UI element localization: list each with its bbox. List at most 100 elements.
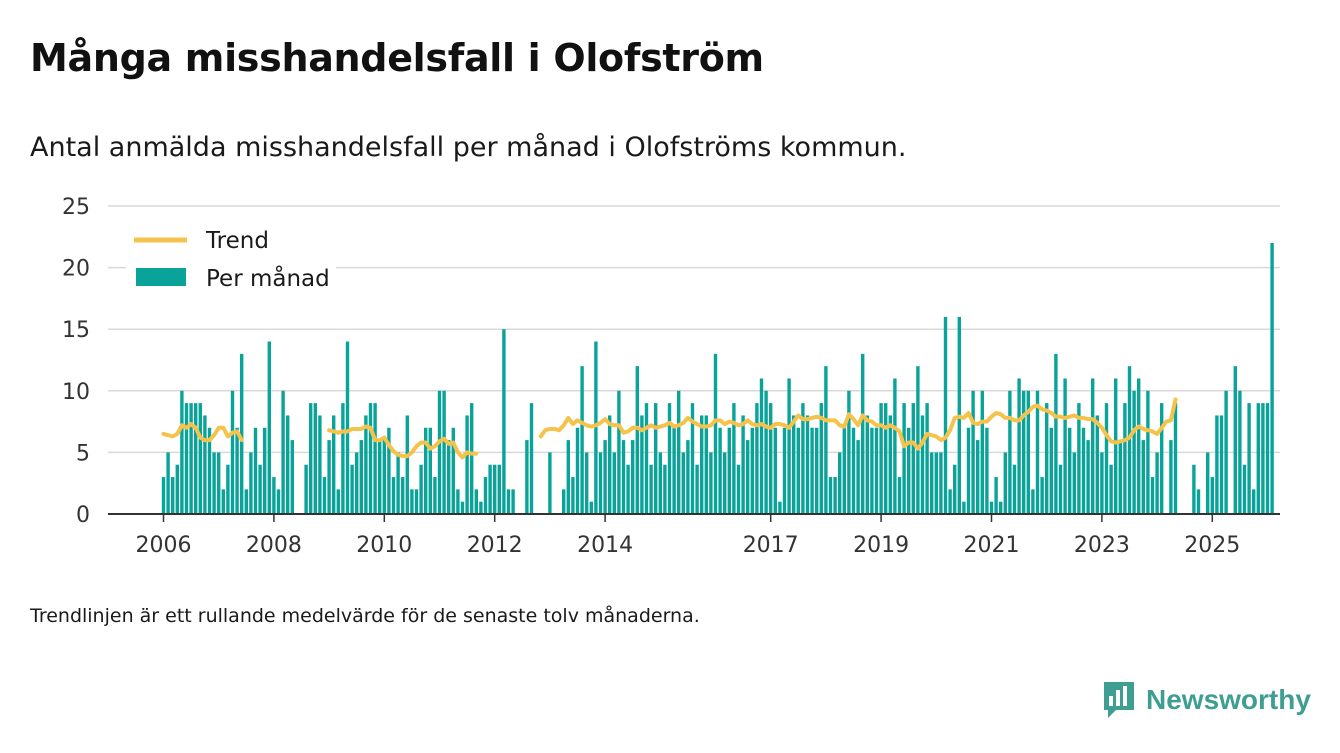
bar	[934, 452, 938, 514]
bar	[1086, 440, 1090, 514]
bar	[856, 440, 860, 514]
bar	[980, 390, 984, 514]
bar	[741, 415, 745, 514]
bar	[1017, 378, 1021, 514]
bar	[1035, 390, 1040, 514]
bar	[1252, 489, 1256, 514]
bar	[847, 390, 851, 514]
bar	[497, 464, 501, 514]
bar	[1196, 489, 1201, 514]
bar	[1022, 390, 1026, 514]
bar	[851, 427, 856, 514]
bar	[511, 489, 515, 514]
bar	[603, 440, 607, 514]
bar	[276, 489, 281, 514]
bar	[884, 403, 888, 514]
bar	[1150, 477, 1155, 514]
bar	[861, 353, 865, 514]
bar	[447, 440, 451, 514]
y-tick-label: 25	[62, 195, 90, 220]
bar	[180, 390, 184, 514]
bar	[332, 415, 336, 514]
x-tick-labels: 2006 2008 2010 2012 2014 2017 2019 2021 2023 2025	[136, 514, 1240, 558]
bar	[769, 403, 773, 514]
bar	[456, 489, 460, 514]
bar	[594, 341, 598, 514]
bar	[474, 489, 478, 514]
bar	[1224, 390, 1228, 514]
bar	[1045, 403, 1049, 514]
bar	[184, 403, 189, 514]
bar	[502, 329, 506, 514]
bar	[782, 427, 787, 514]
bar	[663, 464, 667, 514]
x-tick-label: 2010	[356, 533, 412, 558]
x-tick-label: 2014	[577, 533, 633, 558]
trend-line	[161, 397, 1178, 460]
bar	[387, 427, 391, 514]
bar	[1146, 390, 1150, 514]
bar	[272, 477, 276, 514]
bar	[341, 403, 345, 514]
bar	[1008, 390, 1012, 514]
bar	[1173, 403, 1178, 514]
bar	[727, 427, 731, 514]
bar	[529, 403, 534, 514]
bar	[203, 415, 207, 514]
bar	[281, 390, 285, 514]
bar	[212, 452, 216, 514]
bar	[999, 501, 1003, 514]
bar	[976, 440, 980, 514]
bar	[1040, 477, 1044, 514]
bar	[175, 464, 179, 514]
bar	[612, 452, 616, 514]
bar	[677, 390, 681, 514]
bar	[589, 501, 593, 514]
bar	[1077, 403, 1081, 514]
bar	[746, 440, 750, 514]
bar	[920, 415, 925, 514]
bar	[640, 415, 644, 514]
bar	[824, 366, 828, 514]
bar	[1114, 378, 1118, 514]
bar	[424, 427, 428, 514]
bar	[217, 452, 221, 514]
bar	[1063, 378, 1067, 514]
bar	[1091, 378, 1095, 514]
newsworthy-logo-icon	[1104, 682, 1134, 718]
bar	[382, 440, 386, 514]
bar	[681, 452, 685, 514]
bar	[1127, 366, 1132, 514]
bar	[805, 415, 810, 514]
bar	[166, 452, 170, 514]
bar	[838, 452, 842, 514]
bar	[686, 440, 690, 514]
bar	[1261, 403, 1265, 514]
bar	[488, 464, 492, 514]
bar	[796, 427, 800, 514]
bar	[953, 464, 957, 514]
bar	[962, 501, 966, 514]
bar	[718, 427, 722, 514]
x-tick-label: 2008	[246, 533, 302, 558]
bar	[902, 403, 906, 514]
bar	[608, 415, 612, 514]
x-tick-label: 2012	[467, 533, 523, 558]
bar	[359, 440, 363, 514]
bar	[654, 403, 658, 514]
bar	[171, 477, 175, 514]
bar	[672, 427, 676, 514]
bar	[161, 477, 166, 514]
bar	[1003, 452, 1007, 514]
footnote: Trendlinjen är ett rullande medelvärde f…	[30, 605, 700, 627]
bar	[925, 403, 929, 514]
bar	[713, 353, 718, 514]
bar	[465, 415, 469, 514]
bar	[598, 452, 603, 514]
y-tick-label: 0	[76, 503, 90, 528]
x-tick-label: 2019	[853, 533, 909, 558]
bar	[658, 452, 662, 514]
bar	[842, 427, 846, 514]
bar	[897, 477, 902, 514]
bar	[345, 341, 350, 514]
